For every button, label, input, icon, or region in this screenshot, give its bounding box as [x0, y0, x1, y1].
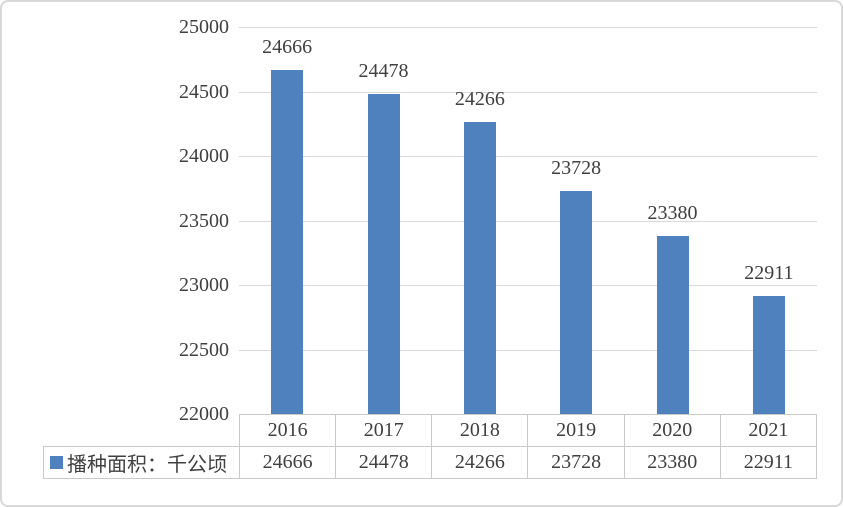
- table-year-cell: 2018: [432, 415, 529, 447]
- gridline: [239, 285, 817, 286]
- bar-2019: [560, 191, 593, 414]
- y-axis-tick-label: 22000: [179, 403, 229, 425]
- bar-2020: [656, 235, 689, 414]
- bar-value-label: 22911: [744, 262, 794, 285]
- bar-2016: [271, 70, 304, 414]
- y-axis-tick-label: 23000: [179, 274, 229, 296]
- table-value-cell: 24478: [336, 447, 433, 479]
- table-value-cell: 23728: [528, 447, 625, 479]
- y-axis-tick-label: 25000: [179, 16, 229, 38]
- table-year-cell: 2021: [720, 415, 817, 447]
- gridline: [239, 91, 817, 93]
- table-year-cell: 2016: [240, 415, 337, 447]
- table-year-cell: 2020: [624, 415, 721, 447]
- plot-area: 24666 24478 24266 23728 23380 22911: [239, 27, 817, 414]
- y-axis-tick-label: 22500: [179, 338, 229, 361]
- gridline: [239, 27, 817, 28]
- y-axis-tick-label: 24500: [179, 80, 229, 103]
- bar-value-label: 24666: [262, 36, 313, 59]
- gridline: [239, 156, 817, 157]
- table-value-cell: 24666: [240, 447, 337, 479]
- legend-color-swatch-icon: [50, 456, 63, 469]
- table-year-cell: 2017: [336, 415, 433, 447]
- bar-value-label: 23380: [647, 201, 698, 224]
- gridline: [239, 349, 817, 351]
- legend-label: 播种面积：千公顷: [67, 454, 227, 476]
- bar-2018: [463, 121, 496, 414]
- table-value-cell: 22911: [720, 447, 817, 479]
- data-table: 2016 2017 2018 2019 2020 2021 24666 24478 24266 2…: [239, 414, 817, 479]
- bar-2017: [367, 94, 400, 414]
- table-year-cell: 2019: [528, 415, 625, 447]
- bar-value-label: 24478: [358, 60, 409, 83]
- table-value-cell: 23380: [624, 447, 721, 479]
- y-axis-tick-label: 23500: [179, 209, 229, 232]
- y-axis-tick-label: 24000: [179, 145, 229, 167]
- gridline: [239, 220, 817, 222]
- bar-2021: [752, 296, 785, 414]
- bar-value-label: 23728: [551, 157, 602, 180]
- legend-cell: 播种面积：千公顷: [43, 446, 240, 479]
- bar-value-label: 24266: [454, 87, 505, 110]
- table-value-cell: 24266: [432, 447, 529, 479]
